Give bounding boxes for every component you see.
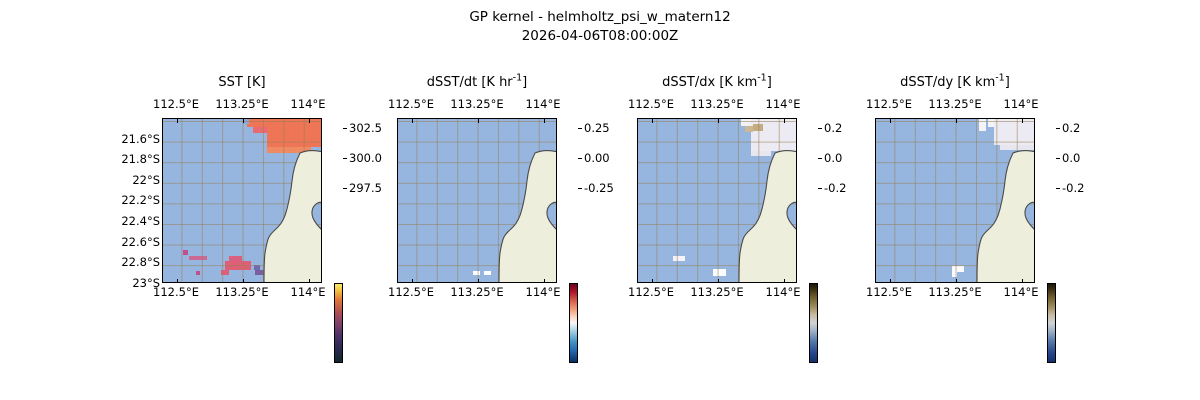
lon-tick-bot-1: 113.25°E [450, 285, 504, 299]
lon-tick-bot-1: 113.25°E [215, 285, 269, 299]
cbar-dsst-dx-tick-1: 0.0 [824, 151, 843, 165]
map-axes-sst[interactable] [162, 118, 322, 283]
colorbar-dsst-dy-labels: 0.2 0.0 -0.2 [1056, 118, 1116, 198]
cbar-dsst-dx-tick-0: 0.2 [824, 121, 843, 135]
figure-title: GP kernel - helmholtz_psi_w_matern12 202… [0, 8, 1200, 46]
colorbar-dsst-dx-labels: 0.2 0.0 -0.2 [818, 118, 878, 198]
lon-tick-top-2: 114°E [1003, 97, 1039, 111]
lon-tick-top-1: 113.25°E [450, 97, 504, 111]
lon-tick-top-2: 114°E [290, 97, 326, 111]
lon-tick-bot-1: 113.25°E [690, 285, 744, 299]
lon-tick-top-1: 113.25°E [215, 97, 269, 111]
colorbar-dsst-dx[interactable] [809, 283, 818, 363]
lon-tick-bot-0: 112.5°E [866, 285, 912, 299]
colorbar-dsst-dt-labels: 0.25 0.00 -0.25 [578, 118, 638, 198]
lon-tick-top-0: 112.5°E [388, 97, 434, 111]
lon-tick-top-2: 114°E [765, 97, 801, 111]
coastline-landmass-dsst-dx [638, 119, 796, 282]
coastline-landmass-dsst-dy [876, 119, 1034, 282]
cbar-sst-tick-2: 297.5 [349, 181, 382, 195]
lon-tick-bot-2: 114°E [765, 285, 801, 299]
lat-tick-6: 22.8°S [121, 255, 160, 270]
colorbar-sst[interactable] [334, 283, 343, 363]
lon-tick-bot-1: 113.25°E [928, 285, 982, 299]
lon-tick-bot-2: 114°E [290, 285, 326, 299]
figure-title-line1: GP kernel - helmholtz_psi_w_matern12 [469, 9, 731, 25]
cbar-dsst-dx-tick-2: -0.2 [824, 181, 847, 195]
panel-title-dsst-dt: dSST/dt [K hr-1] [426, 72, 528, 90]
figure-title-line2: 2026-04-06T08:00:00Z [521, 28, 679, 44]
longitude-tick-labels-bottom: 112.5°E 113.25°E 114°E [118, 285, 366, 301]
longitude-tick-labels-bottom-4: 112.5°E 113.25°E 114°E [831, 285, 1079, 301]
lat-tick-2: 22°S [132, 172, 160, 187]
longitude-tick-labels-top-2: 112.5°E 113.25°E 114°E [353, 97, 601, 113]
longitude-tick-labels-top-3: 112.5°E 113.25°E 114°E [593, 97, 841, 113]
map-axes-dsst-dt[interactable] [397, 118, 557, 283]
panel-dsst-dy[interactable]: dSST/dy [K km-1] 112.5°E 113.25°E 114°E … [866, 73, 1084, 363]
longitude-tick-labels-top: 112.5°E 113.25°E 114°E [118, 97, 366, 113]
cbar-dsst-dt-tick-0: 0.25 [584, 121, 610, 135]
lat-tick-0: 21.6°S [121, 131, 160, 146]
lon-tick-top-2: 114°E [525, 97, 561, 111]
cbar-sst-tick-0: 302.5 [349, 121, 382, 135]
cbar-dsst-dt-tick-1: 0.00 [584, 151, 610, 165]
panel-title-dsst-dx: dSST/dx [K km-1] [662, 72, 772, 90]
lon-tick-bot-0: 112.5°E [388, 285, 434, 299]
cbar-sst-tick-1: 300.0 [349, 151, 382, 165]
panel-title-sst: SST [K] [218, 75, 266, 90]
panel-title-dsst-dy: dSST/dy [K km-1] [900, 72, 1010, 90]
panel-sst[interactable]: SST [K] 21.6°S 21.8°S 22°S 22.2°S 22.4°S… [121, 75, 382, 363]
lat-tick-5: 22.6°S [121, 234, 160, 249]
lat-tick-1: 21.8°S [121, 152, 160, 167]
lon-tick-top-0: 112.5°E [628, 97, 674, 111]
longitude-tick-labels-top-4: 112.5°E 113.25°E 114°E [831, 97, 1079, 113]
lon-tick-top-0: 112.5°E [866, 97, 912, 111]
lon-tick-bot-0: 112.5°E [628, 285, 674, 299]
latitude-tick-labels: 21.6°S 21.8°S 22°S 22.2°S 22.4°S 22.6°S … [68, 118, 160, 290]
cbar-dsst-dt-tick-2: -0.25 [584, 181, 614, 195]
longitude-tick-labels-bottom-3: 112.5°E 113.25°E 114°E [593, 285, 841, 301]
panel-dsst-dx[interactable]: dSST/dx [K km-1] 112.5°E 113.25°E 114°E … [628, 73, 846, 363]
cbar-dsst-dy-tick-2: -0.2 [1062, 181, 1085, 195]
lon-tick-top-0: 112.5°E [153, 97, 199, 111]
lat-tick-4: 22.4°S [121, 214, 160, 228]
lon-tick-top-1: 113.25°E [690, 97, 744, 111]
cbar-dsst-dy-tick-1: 0.0 [1062, 151, 1081, 165]
lon-tick-bot-0: 112.5°E [153, 285, 199, 299]
panel-dsst-dt[interactable]: dSST/dt [K hr-1] 112.5°E 113.25°E 114°E … [388, 73, 614, 363]
cbar-dsst-dy-tick-0: 0.2 [1062, 121, 1081, 135]
lon-tick-bot-2: 114°E [1003, 285, 1039, 299]
coastline-landmass-sst [163, 119, 321, 282]
lon-tick-top-1: 113.25°E [928, 97, 982, 111]
map-axes-dsst-dy[interactable] [875, 118, 1035, 283]
colorbar-sst-labels: 302.5 300.0 297.5 [343, 118, 403, 198]
map-axes-dsst-dx[interactable] [637, 118, 797, 283]
lon-tick-bot-2: 114°E [525, 285, 561, 299]
colorbar-dsst-dy[interactable] [1047, 283, 1056, 363]
lat-tick-7: 23°S [132, 275, 160, 290]
colorbar-dsst-dt[interactable] [569, 283, 578, 363]
coastline-landmass-dsst-dt [398, 119, 556, 282]
lat-tick-3: 22.2°S [121, 193, 160, 208]
longitude-tick-labels-bottom-2: 112.5°E 113.25°E 114°E [353, 285, 601, 301]
